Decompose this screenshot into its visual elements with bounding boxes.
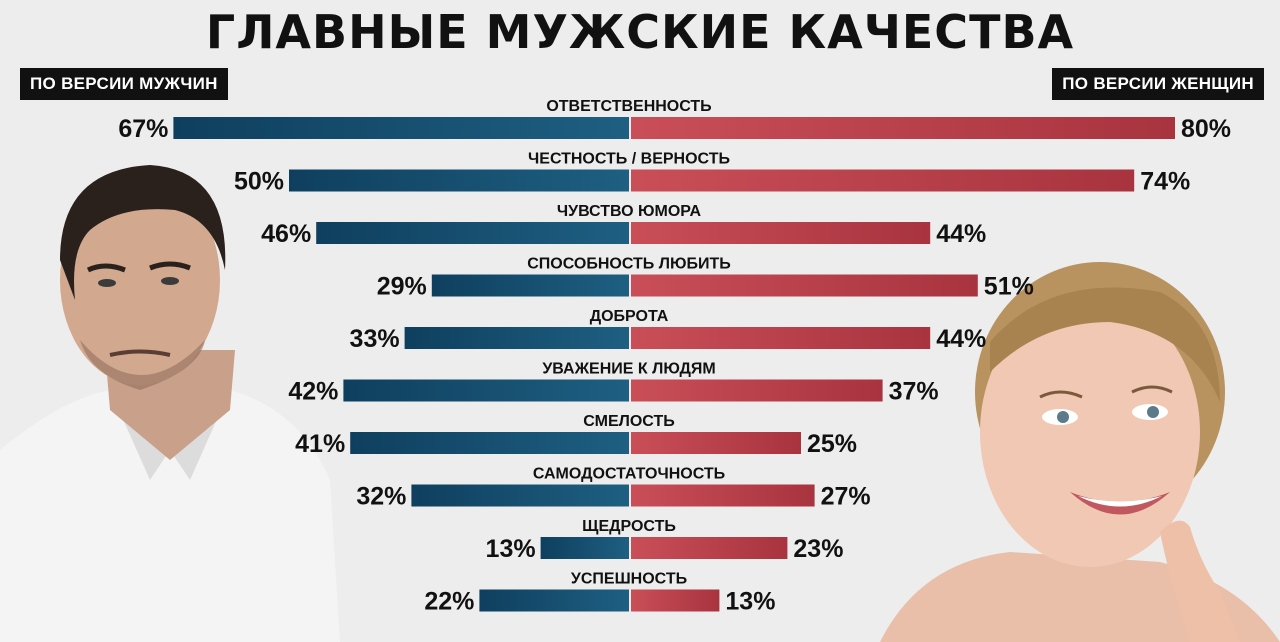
women-bar [631, 484, 815, 507]
women-version-tag: ПО ВЕРСИИ ЖЕНЩИН [1052, 68, 1264, 100]
men-bar [343, 379, 629, 402]
men-bar [404, 327, 629, 349]
women-value-label: 13% [725, 588, 775, 616]
women-value-label: 44% [936, 220, 986, 248]
woman-portrait-image [880, 262, 1280, 642]
category-label: ОТВЕТСТВЕННОСТЬ [546, 98, 711, 115]
women-bar [631, 327, 931, 349]
category-label: ДОБРОТА [590, 308, 669, 325]
men-bar [540, 537, 629, 559]
men-bar [431, 274, 629, 297]
category-label: СПОСОБНОСТЬ ЛЮБИТЬ [527, 256, 730, 273]
women-bar [631, 589, 720, 612]
men-version-tag: ПО ВЕРСИИ МУЖЧИН [20, 68, 228, 100]
man-portrait-image [0, 165, 340, 642]
women-value-label: 80% [1181, 115, 1231, 143]
men-value-label: 50% [234, 168, 284, 196]
men-bar [173, 117, 629, 139]
category-label: ЩЕДРОСТЬ [582, 518, 676, 535]
men-bar [479, 589, 629, 612]
women-bar [631, 274, 978, 297]
women-value-label: 44% [936, 325, 986, 353]
women-bar [631, 222, 931, 244]
women-value-label: 74% [1140, 168, 1190, 196]
women-value-label: 23% [793, 535, 843, 563]
men-bar [411, 484, 629, 507]
category-label: УВАЖЕНИЕ К ЛЮДЯМ [542, 361, 715, 378]
men-value-label: 32% [356, 483, 406, 511]
category-label: САМОДОСТАТОЧНОСТЬ [533, 466, 725, 483]
category-label: ЧЕСТНОСТЬ / ВЕРНОСТЬ [528, 151, 730, 168]
men-bar [350, 432, 629, 454]
men-value-label: 29% [377, 273, 427, 301]
men-value-label: 22% [424, 588, 474, 616]
women-value-label: 37% [889, 378, 939, 406]
women-bar [631, 379, 883, 402]
men-value-label: 41% [295, 430, 345, 458]
women-bar [631, 537, 788, 559]
men-value-label: 33% [350, 325, 400, 353]
men-value-label: 67% [118, 115, 168, 143]
men-value-label: 13% [486, 535, 536, 563]
women-bar [631, 169, 1135, 192]
category-label: СМЕЛОСТЬ [583, 413, 674, 430]
men-bar [289, 169, 629, 192]
men-value-label: 46% [261, 220, 311, 248]
women-bar [631, 117, 1175, 139]
category-label: ЧУВСТВО ЮМОРА [557, 203, 702, 220]
women-value-label: 51% [984, 273, 1034, 301]
women-bar [631, 432, 801, 454]
page-title: ГЛАВНЫЕ МУЖСКИЕ КАЧЕСТВА [205, 5, 1075, 59]
women-value-label: 25% [807, 430, 857, 458]
women-value-label: 27% [821, 483, 871, 511]
category-label: УСПЕШНОСТЬ [571, 571, 687, 588]
men-value-label: 42% [288, 378, 338, 406]
men-bar [316, 222, 629, 244]
